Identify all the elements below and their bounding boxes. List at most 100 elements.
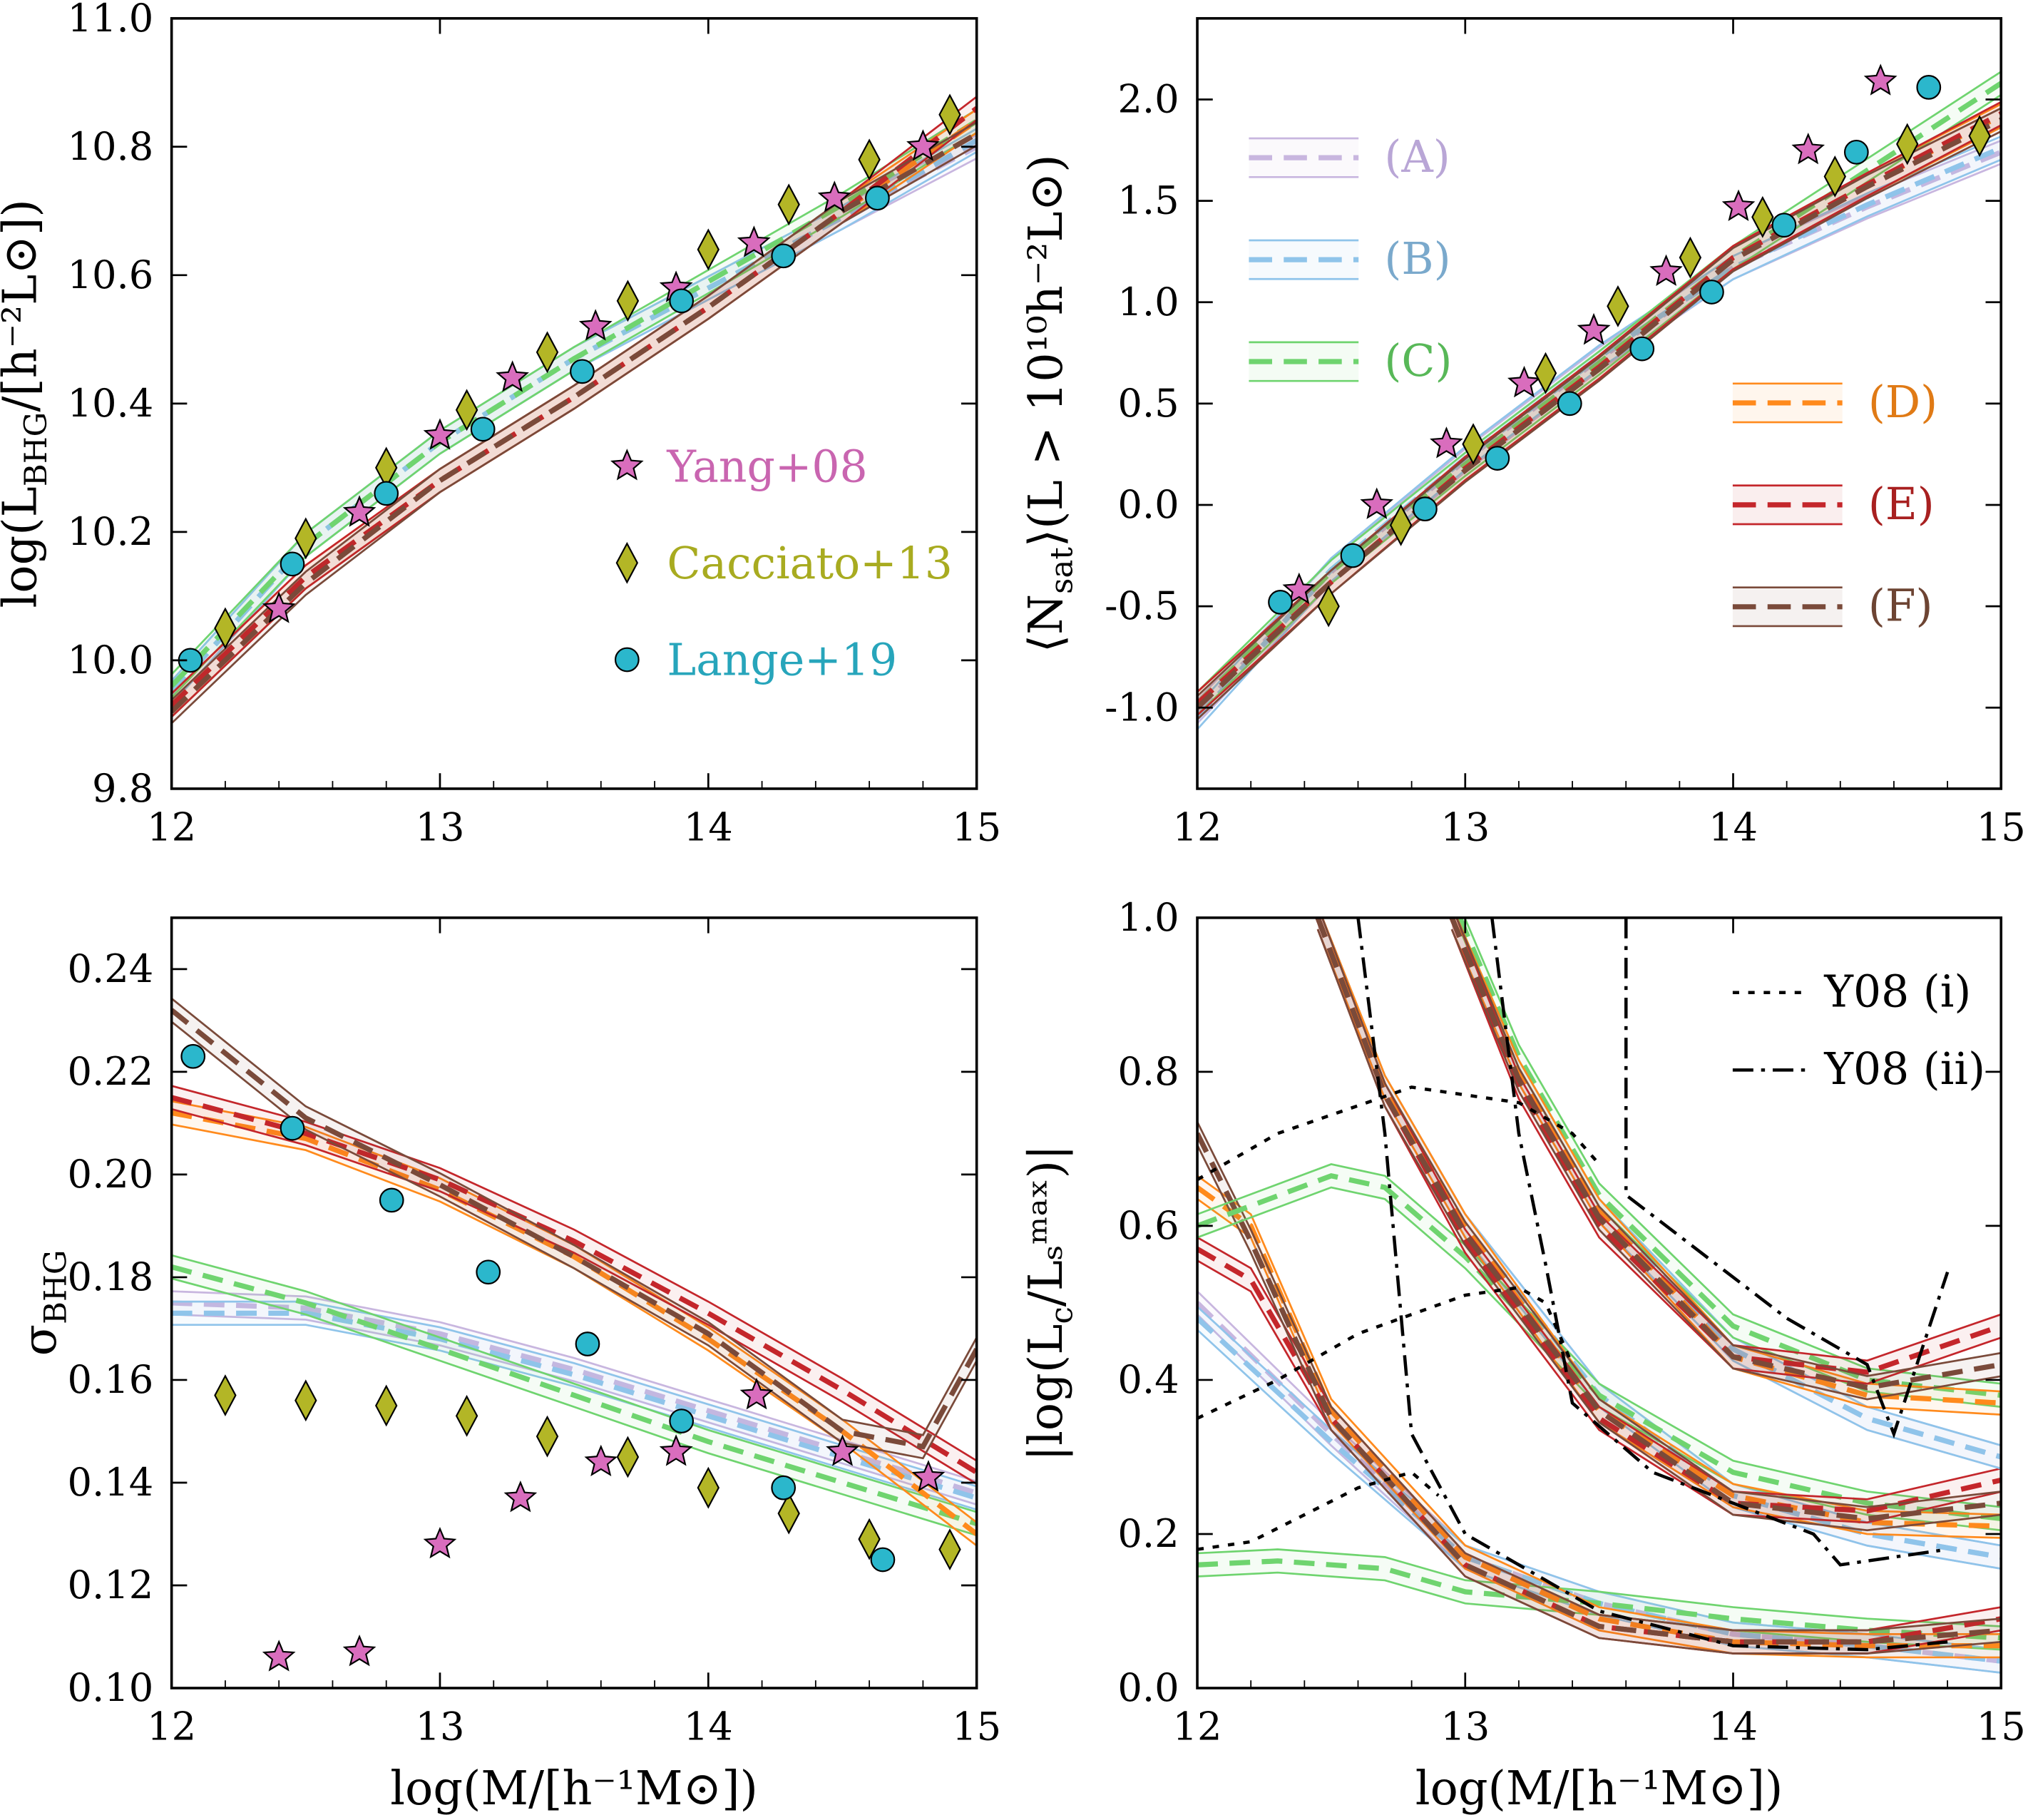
model-median-F [171,131,977,714]
model-band-E [171,1085,977,1484]
data-point-cacciato13 [1896,123,1919,165]
y-tick-label: 11.0 [67,0,153,41]
model-median-A [171,144,977,695]
data-point-cacciato13 [858,1518,881,1560]
model-lower-F [171,1021,977,1460]
data-point-lange19 [1629,336,1655,362]
x-tick-label: 13 [415,804,464,849]
data-point-cacciato13 [1462,423,1485,466]
model-band-B [171,1302,977,1510]
data-point-lange19 [280,551,305,577]
panel-luminosity-gap: 12 13 14 15 0.0 0.2 0.4 0.6 0.8 1.0 |log(Lc/Lₛᵐᵃˣ)… [1020,895,2023,1816]
y-tick-label: 10.4 [67,381,153,426]
data-point-cacciato13 [455,389,478,431]
data-point-lange19 [1771,213,1797,238]
model-median-F [1197,1132,2002,1645]
y-label-subscript: BHG [19,412,54,486]
data-point-yang08 [817,180,851,213]
model-band-F [1197,108,2002,720]
legend-label: Y08 (ii) [1823,1043,1985,1095]
data-point-yang08 [262,1640,296,1672]
legend-item-dotted: Y08 (i) [1732,966,1971,1018]
data-point-yang08 [1430,426,1463,459]
legend-item-cacciato13: Cacciato+13 [615,538,953,589]
data-point-cacciato13 [1968,115,1991,158]
panel-satellite-number: 12 13 14 15 -1.0 -0.5 0.0 0.5 1.0 1.5 2.0 ⟨Nsat⟩(L … [1020,16,2023,849]
data-point-yang08 [906,129,940,161]
y-tick-label: -0.5 [1105,583,1179,628]
data-point-lange19 [575,1331,600,1356]
data-point-lange19 [865,185,890,211]
legend-label: (D) [1868,377,1937,428]
y-axis-label: |log(Lc/Lₛᵐᵃˣ)| [1020,1145,1080,1461]
data-point-lange19 [1268,590,1293,615]
y-tick-label: 10.6 [67,252,153,297]
x-tick-label: 12 [1173,1704,1222,1749]
legend-label: Yang+08 [666,441,867,492]
legend-label: (C) [1384,335,1452,387]
data-point-cacciato13 [375,1384,398,1427]
model-lower-E [1450,929,2002,1385]
legend-label: (A) [1384,131,1450,183]
x-tick-label: 14 [684,804,733,849]
y-label-main: log(L̄ [0,486,48,608]
model-median-E [171,1095,977,1475]
reference-line-dotted [1197,1286,1574,1420]
model-median-B [1197,145,2002,720]
y-tick-label: 0.18 [67,1254,153,1299]
data-point-yang08 [826,1434,859,1466]
model-median-F [171,1008,977,1450]
model-upper-B [1197,136,2002,707]
x-tick-label: 15 [952,1704,1001,1749]
legend-item-lange19: Lange+19 [614,635,897,686]
y-label-subscript: BHG [38,1249,73,1324]
reference-line-dashdot [1624,917,1950,1439]
data-point-lange19 [180,1043,206,1069]
data-point-lange19 [1557,391,1582,416]
data-point-cacciato13 [214,1374,237,1417]
model-band-A [1197,1291,2002,1673]
y-tick-label: 2.0 [1117,77,1179,122]
x-tick-label: 15 [1977,1704,2023,1749]
axes-frame [170,916,978,1689]
x-tick-label: 15 [1977,804,2023,849]
y-tick-label: 0.16 [67,1357,153,1402]
data-point-yang08 [659,1434,693,1466]
model-band-B [1197,136,2002,730]
data-point-cacciato13 [1317,585,1340,628]
model-band-A [1197,140,2002,724]
data-point-yang08 [1863,63,1897,96]
y-tick-label: 1.0 [1117,895,1179,940]
data-point-lange19 [1340,543,1366,568]
data-point-cacciato13 [536,1415,559,1458]
data-point-cacciato13 [858,138,881,181]
model-band-E [1197,102,2002,715]
model-lower-F [1450,929,2002,1401]
panel-bhg-scatter: 12 13 14 15 0.10 0.12 0.14 0.16 0.18 0.20 0.22 0.24… [14,916,1001,1816]
data-point-cacciato13 [697,1466,720,1509]
data-point-cacciato13 [214,607,237,650]
model-band-D [1197,103,2002,715]
data-point-lange19 [570,359,595,384]
axes-frame [1196,916,2003,1689]
y-tick-label: 1.5 [1117,178,1179,223]
model-median-D [1197,1185,2002,1649]
plot-area [171,96,977,725]
model-lower-F [1197,1145,2002,1655]
x-tick-label: 13 [1440,804,1490,849]
model-upper-E [171,1085,977,1462]
y-tick-label: 0.0 [1117,1665,1179,1710]
y-tick-label: 0.10 [67,1665,153,1710]
data-point-cacciato13 [536,331,559,374]
data-point-cacciato13 [1823,155,1846,198]
model-lower-B [171,150,977,705]
y-tick-label: 10.8 [67,124,153,169]
reference-line-dotted [1197,1470,1440,1551]
x-tick-label: 13 [415,1704,464,1749]
model-lower-A [171,1313,977,1506]
data-point-yang08 [737,225,771,257]
y-axis-label: σBHG [14,1249,73,1356]
data-point-lange19 [669,288,695,314]
data-point-yang08 [496,360,529,392]
